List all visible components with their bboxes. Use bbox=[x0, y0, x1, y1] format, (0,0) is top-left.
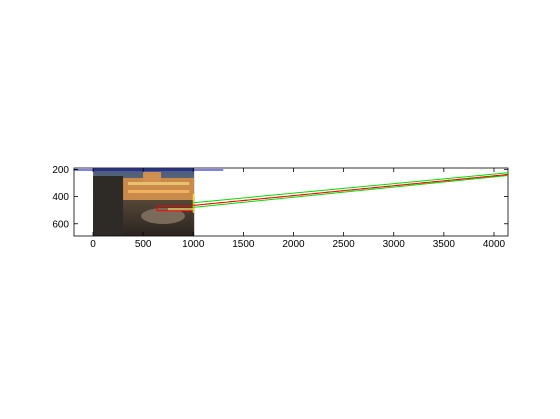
series-dashed-overlay bbox=[193, 174, 509, 206]
x-tick-label: 1000 bbox=[182, 239, 205, 250]
x-tick-label: 3000 bbox=[383, 239, 406, 250]
y-tick-label: 200 bbox=[52, 165, 69, 176]
x-tick-label: 4000 bbox=[483, 239, 506, 250]
x-tick-label: 500 bbox=[135, 239, 152, 250]
embedded-photo bbox=[93, 168, 195, 236]
photo-lights bbox=[168, 208, 194, 211]
photo-facade-lights bbox=[128, 182, 190, 185]
series-line-5 bbox=[193, 172, 509, 204]
photo-left-trees bbox=[93, 176, 124, 236]
axes-frame bbox=[73, 167, 509, 237]
y-tick-label: 600 bbox=[52, 219, 69, 230]
series-line-6 bbox=[193, 175, 509, 208]
photo-tower bbox=[143, 172, 162, 182]
y-tick-label: 400 bbox=[52, 192, 69, 203]
x-tick-label: 0 bbox=[90, 239, 96, 250]
x-tick-label: 1500 bbox=[232, 239, 255, 250]
photo-facade-lights-lower bbox=[128, 190, 190, 193]
x-tick-label: 2000 bbox=[282, 239, 305, 250]
photo-plaza bbox=[141, 208, 186, 224]
x-tick-label: 3500 bbox=[433, 239, 456, 250]
x-tick-label: 2500 bbox=[332, 239, 355, 250]
plot-area: 0 500 1000 1500 2000 2500 3000 3500 4000 200 400 60… bbox=[52, 165, 509, 250]
